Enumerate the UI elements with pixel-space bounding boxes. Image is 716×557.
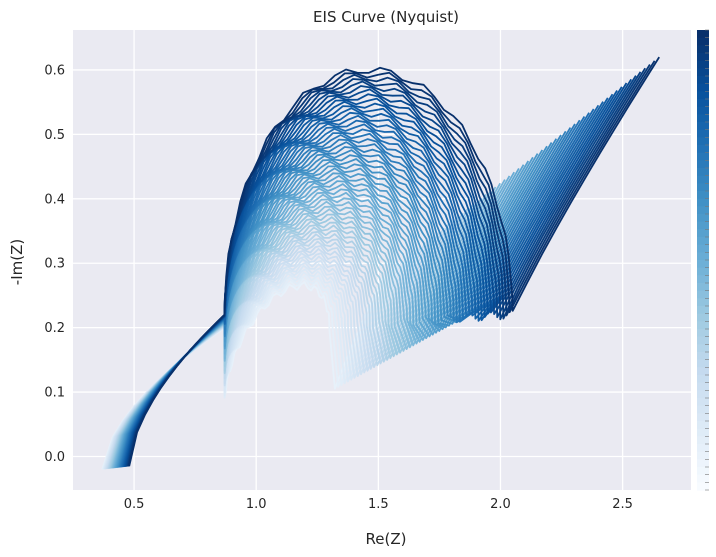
colorbar-segment xyxy=(697,428,709,437)
colorbar-segment xyxy=(697,37,709,46)
y-tick-labels: 0.0 0.1 0.2 0.3 0.4 0.5 0.6 xyxy=(44,63,65,465)
colorbar-segment xyxy=(697,436,709,445)
colorbar-segment xyxy=(697,344,709,353)
colorbar-segment xyxy=(697,467,709,476)
colorbar-segment xyxy=(697,45,709,54)
colorbar-segment xyxy=(697,352,709,361)
colorbar-segment xyxy=(697,336,709,345)
colorbar xyxy=(697,29,709,491)
colorbar-segment xyxy=(697,444,709,453)
colorbar-segment xyxy=(697,168,709,177)
y-tick-label: 0.3 xyxy=(44,257,65,272)
colorbar-segment xyxy=(697,160,709,169)
colorbar-segment xyxy=(697,382,709,391)
colorbar-segment xyxy=(697,99,709,108)
colorbar-segment xyxy=(697,275,709,284)
x-tick-label: 2.5 xyxy=(612,497,633,512)
colorbar-segment xyxy=(697,76,709,85)
colorbar-segment xyxy=(697,191,709,200)
colorbar-segment xyxy=(697,367,709,376)
colorbar-segment xyxy=(697,152,709,161)
colorbar-segment xyxy=(697,106,709,115)
y-tick-label: 0.2 xyxy=(44,321,65,336)
colorbar-segment xyxy=(697,313,709,322)
x-tick-label: 0.5 xyxy=(124,497,145,512)
colorbar-segment xyxy=(697,229,709,238)
colorbar-segment xyxy=(697,114,709,123)
colorbar-segment xyxy=(697,306,709,315)
colorbar-segment xyxy=(697,329,709,338)
colorbar-segment xyxy=(697,214,709,223)
colorbar-segment xyxy=(697,244,709,253)
series-group xyxy=(101,56,660,470)
y-tick-label: 0.4 xyxy=(44,192,65,207)
colorbar-segment xyxy=(697,405,709,414)
colorbar-segment xyxy=(697,122,709,131)
x-tick-labels: 0.5 1.0 1.5 2.0 2.5 xyxy=(124,497,633,512)
colorbar-segment xyxy=(697,68,709,77)
y-tick-label: 0.6 xyxy=(44,63,65,78)
colorbar-segment xyxy=(697,252,709,261)
x-tick-label: 1.0 xyxy=(246,497,267,512)
colorbar-segment xyxy=(697,421,709,430)
y-tick-label: 0.0 xyxy=(44,450,65,465)
colorbar-segment xyxy=(697,359,709,368)
colorbar-segment xyxy=(697,459,709,468)
colorbar-segment xyxy=(697,474,709,483)
plot-background xyxy=(73,30,691,490)
colorbar-segment xyxy=(697,298,709,307)
colorbar-segment xyxy=(697,267,709,276)
colorbar-segment xyxy=(697,237,709,246)
colorbar-segment xyxy=(697,198,709,207)
colorbar-segment xyxy=(697,30,709,39)
series-line xyxy=(128,56,660,467)
colorbar-segment xyxy=(697,129,709,138)
colorbar-segment xyxy=(697,290,709,299)
colorbar-segment xyxy=(697,83,709,92)
colorbar-segment xyxy=(697,283,709,292)
colorbar-segment xyxy=(697,221,709,230)
colorbar-segment xyxy=(697,206,709,215)
colorbar-segment xyxy=(697,413,709,422)
y-axis-label: -Im(Z) xyxy=(8,239,26,285)
colorbar-segment xyxy=(697,91,709,100)
colorbar-segment xyxy=(697,183,709,192)
colorbar-segment xyxy=(697,321,709,330)
colorbar-segment xyxy=(697,482,709,491)
x-tick-label: 1.5 xyxy=(368,497,389,512)
x-tick-label: 2.0 xyxy=(490,497,511,512)
colorbar-segment xyxy=(697,260,709,269)
colorbar-segment xyxy=(697,145,709,154)
colorbar-segment xyxy=(697,175,709,184)
colorbar-segment xyxy=(697,398,709,407)
x-axis-label: Re(Z) xyxy=(366,530,407,548)
chart-title: EIS Curve (Nyquist) xyxy=(313,8,459,26)
y-tick-label: 0.5 xyxy=(44,128,65,143)
colorbar-segment xyxy=(697,451,709,460)
y-tick-label: 0.1 xyxy=(44,386,65,401)
colorbar-segment xyxy=(697,390,709,399)
colorbar-segment xyxy=(697,60,709,69)
colorbar-segment xyxy=(697,137,709,146)
colorbar-segment xyxy=(697,53,709,62)
colorbar-segment xyxy=(697,375,709,384)
